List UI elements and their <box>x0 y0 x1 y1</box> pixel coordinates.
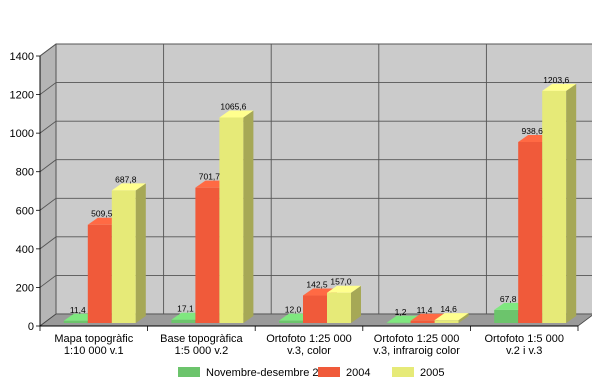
bar-front <box>171 319 196 323</box>
bar-side <box>566 83 577 324</box>
x-tick-label: v.3, color <box>287 345 331 357</box>
legend-label: Novembre-desembre 2003 <box>206 367 337 379</box>
chart-gridlines <box>39 43 592 314</box>
x-tick-label: 1:5 000 v.2 <box>175 345 229 357</box>
y-axis: 0 200 400 600 800 1000 1200 1400 <box>10 51 41 333</box>
bar-top <box>327 285 361 293</box>
bar-front <box>494 309 519 323</box>
bar-front <box>434 320 459 323</box>
legend-item: 2004 <box>318 367 370 379</box>
x-tick-label: Mapa topogràfic <box>54 333 133 345</box>
bar <box>542 83 577 324</box>
legend-swatch <box>318 367 340 377</box>
x-tick-label: Ortofoto 1:25 000 <box>374 333 460 345</box>
y-tick-label: 600 <box>16 205 34 217</box>
chart-bars <box>63 83 577 324</box>
data-label: 17,1 <box>177 304 194 314</box>
legend: Novembre-desembre 2003 2004 2005 <box>178 367 444 379</box>
bar-top <box>410 313 445 321</box>
bar-front <box>111 190 136 323</box>
y-tick-label: 1000 <box>10 128 34 140</box>
data-label: 67,8 <box>500 294 517 304</box>
data-label: 12,0 <box>285 305 302 315</box>
bar-front <box>195 187 220 323</box>
data-label: 157,0 <box>330 277 352 287</box>
x-tick-label: Ortofoto 1:25 000 <box>266 333 352 345</box>
y-tick-label: 400 <box>16 244 34 256</box>
bar-side <box>243 110 254 324</box>
data-label: 142,5 <box>306 280 328 290</box>
y-tick-label: 0 <box>28 321 34 333</box>
bar-top <box>434 313 469 321</box>
y-tick-label: 1400 <box>10 51 34 63</box>
side-wall <box>39 43 57 327</box>
bar-front <box>303 295 327 323</box>
bar-top <box>219 110 254 118</box>
bar-front <box>219 117 244 324</box>
bar-front <box>87 224 112 323</box>
bar-front <box>327 292 351 323</box>
legend-swatch <box>178 367 200 377</box>
legend-label: 2004 <box>346 367 370 379</box>
legend-label: 2005 <box>420 367 444 379</box>
bar <box>327 285 361 323</box>
x-tick-label: v.3, infraroig color <box>373 345 460 357</box>
bar-front <box>63 320 88 323</box>
bar <box>111 183 146 323</box>
data-label: 1203,6 <box>543 75 569 85</box>
y-tick-label: 800 <box>16 167 34 179</box>
y-tick-label: 1200 <box>10 90 34 102</box>
data-label: 687,8 <box>115 174 137 184</box>
bar-front <box>410 320 435 323</box>
data-label: 11,4 <box>70 305 86 315</box>
legend-item: Novembre-desembre 2003 <box>178 367 337 379</box>
data-label: 1,2 <box>395 307 407 317</box>
data-label: 14,6 <box>440 304 457 314</box>
bar-top <box>111 183 146 191</box>
bar-front <box>279 320 303 323</box>
data-label: 1065,6 <box>220 101 246 111</box>
bar-front <box>386 322 411 324</box>
x-tick-label: 1:10 000 v.1 <box>64 345 124 357</box>
data-label: 938,6 <box>522 126 544 136</box>
x-tick-label: v.2 i v.3 <box>506 345 542 357</box>
data-label: 509,5 <box>91 209 113 219</box>
bar-top <box>542 83 577 91</box>
bar <box>434 313 469 323</box>
data-label: 701,7 <box>199 172 221 182</box>
bar-side <box>135 183 146 323</box>
x-tick-label: Base topogràfica <box>160 333 243 345</box>
bar-front <box>518 141 543 323</box>
bar-side <box>458 313 469 323</box>
y-tick-label: 200 <box>16 282 34 294</box>
data-label: 11,4 <box>417 305 433 315</box>
bar <box>219 110 254 324</box>
data-labels: 11,4 509,5 687,8 17,1 701,7 1065,6 12,0 142,5 15… <box>70 75 570 317</box>
bar-front <box>542 90 567 324</box>
bar-side <box>351 285 361 323</box>
legend-swatch <box>392 367 414 377</box>
legend-item: 2005 <box>392 367 444 379</box>
x-tick-label: Ortofoto 1:5 000 <box>484 333 564 345</box>
